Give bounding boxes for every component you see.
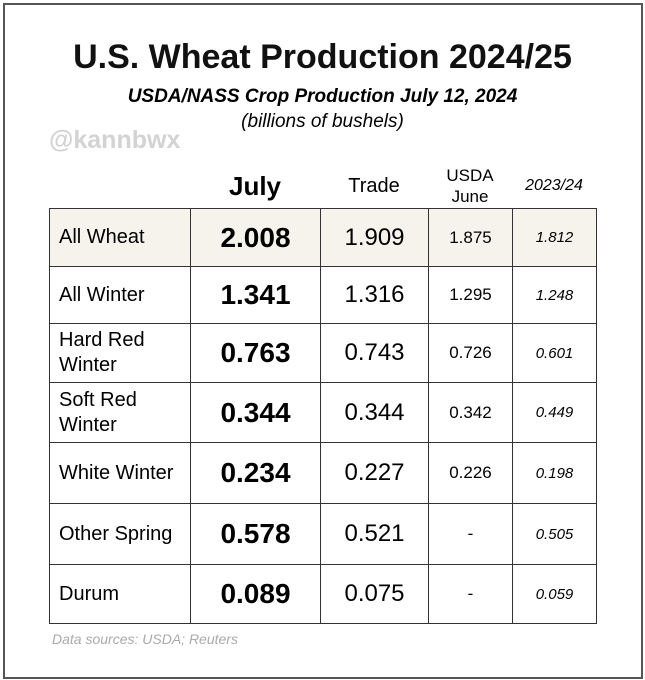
cell: 0.726	[428, 323, 513, 383]
cell: 1.316	[320, 266, 429, 324]
title: U.S. Wheat Production 2024/25	[73, 38, 572, 76]
cell: 1.295	[428, 266, 513, 324]
cell: 1.812	[512, 208, 597, 267]
cell: 0.344	[320, 382, 429, 443]
unit: (billions of bushels)	[241, 111, 404, 132]
table-row: All Wheat 2.008 1.909 1.875 1.812	[49, 208, 597, 267]
cell: 0.521	[320, 503, 429, 565]
column-header: Trade	[348, 174, 400, 197]
table-row: Durum 0.089 0.075-0.059	[49, 564, 597, 624]
column-header: 2023/24	[525, 177, 583, 194]
row-label: Durum	[49, 564, 191, 624]
cell: 1.341	[190, 266, 321, 324]
table-row: White Winter 0.234 0.227 0.226 0.198	[49, 442, 597, 504]
cell: 0.578	[190, 503, 321, 565]
cell: 0.743	[320, 323, 429, 383]
table-row: Other Spring 0.578 0.521-0.505	[49, 503, 597, 565]
cell: 0.763	[190, 323, 321, 383]
table-row: All Winter 1.341 1.316 1.295 1.248	[49, 266, 597, 324]
row-label: Hard Red Winter	[49, 323, 191, 383]
row-label: Other Spring	[49, 503, 191, 565]
frame	[3, 3, 643, 679]
cell: 0.075	[320, 564, 429, 624]
row-label: White Winter	[49, 442, 191, 504]
cell: 1.875	[428, 208, 513, 267]
row-label: All Wheat	[49, 208, 191, 267]
subtitle: USDA/NASS Crop Production July 12, 2024	[127, 86, 518, 107]
cell: -	[428, 503, 513, 565]
table-row: Hard Red Winter 0.763 0.743 0.726 0.601	[49, 323, 597, 383]
table: All Wheat 2.008 1.909 1.875 1.812 All Winter 1…	[49, 208, 597, 624]
cell: 0.449	[512, 382, 597, 443]
cell: 0.198	[512, 442, 597, 504]
cell: 0.227	[320, 442, 429, 504]
cell: 1.909	[320, 208, 429, 267]
cell: 0.089	[190, 564, 321, 624]
column-header: USDA June	[446, 166, 494, 206]
cell: 2.008	[190, 208, 321, 267]
footer: Data sources: USDA; Reuters	[52, 631, 238, 647]
cell: 0.234	[190, 442, 321, 504]
cell: -	[428, 564, 513, 624]
table-row: Soft Red Winter 0.344 0.344 0.342 0.449	[49, 382, 597, 443]
cell: 1.248	[512, 266, 597, 324]
cell: 0.226	[428, 442, 513, 504]
cell: 0.059	[512, 564, 597, 624]
row-label: Soft Red Winter	[49, 382, 191, 443]
cell: 0.601	[512, 323, 597, 383]
cell: 0.342	[428, 382, 513, 443]
cell: 0.505	[512, 503, 597, 565]
column-header: July	[228, 170, 282, 201]
handle: @kannbwx	[49, 126, 181, 154]
row-label: All Winter	[49, 266, 191, 324]
cell: 0.344	[190, 382, 321, 443]
